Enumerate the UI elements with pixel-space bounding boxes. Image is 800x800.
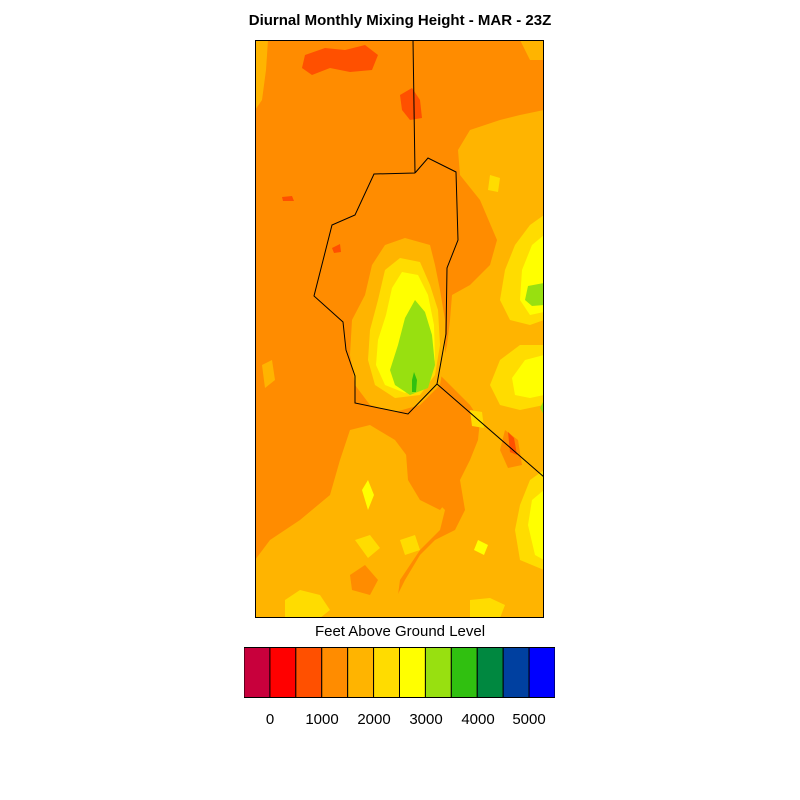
contour-red-orange	[282, 45, 517, 455]
colorbar-swatch-8	[450, 647, 478, 698]
colorbar-swatch-2	[295, 647, 323, 698]
tick-label-5000: 5000	[512, 711, 546, 728]
colorbar-swatch-4	[347, 647, 375, 698]
mixing-height-map	[255, 40, 544, 618]
map-frame	[255, 40, 544, 618]
colorbar-swatch-5	[373, 647, 401, 698]
contour-green	[412, 372, 417, 392]
contour-amber	[255, 40, 544, 618]
tick-label-0: 0	[265, 711, 275, 728]
colorbar-swatch-11	[528, 647, 555, 698]
tick-label-1000: 1000	[305, 711, 339, 728]
tick-label-2000: 2000	[357, 711, 391, 728]
colorbar-swatch-7	[424, 647, 452, 698]
colorbar-swatch-0	[244, 647, 271, 698]
colorbar-swatch-10	[502, 647, 530, 698]
boundary-lines	[313, 40, 544, 478]
colorbar-swatch-9	[476, 647, 504, 698]
tick-label-3000: 3000	[409, 711, 443, 728]
colorbar	[244, 647, 555, 698]
colorbar-swatch-6	[399, 647, 426, 698]
legend-title: Feet Above Ground Level	[314, 623, 486, 640]
chart-title: Diurnal Monthly Mixing Height - MAR - 23…	[248, 12, 552, 29]
colorbar-swatch-1	[269, 647, 297, 698]
tick-label-4000: 4000	[461, 711, 495, 728]
colorbar-swatch-3	[321, 647, 349, 698]
